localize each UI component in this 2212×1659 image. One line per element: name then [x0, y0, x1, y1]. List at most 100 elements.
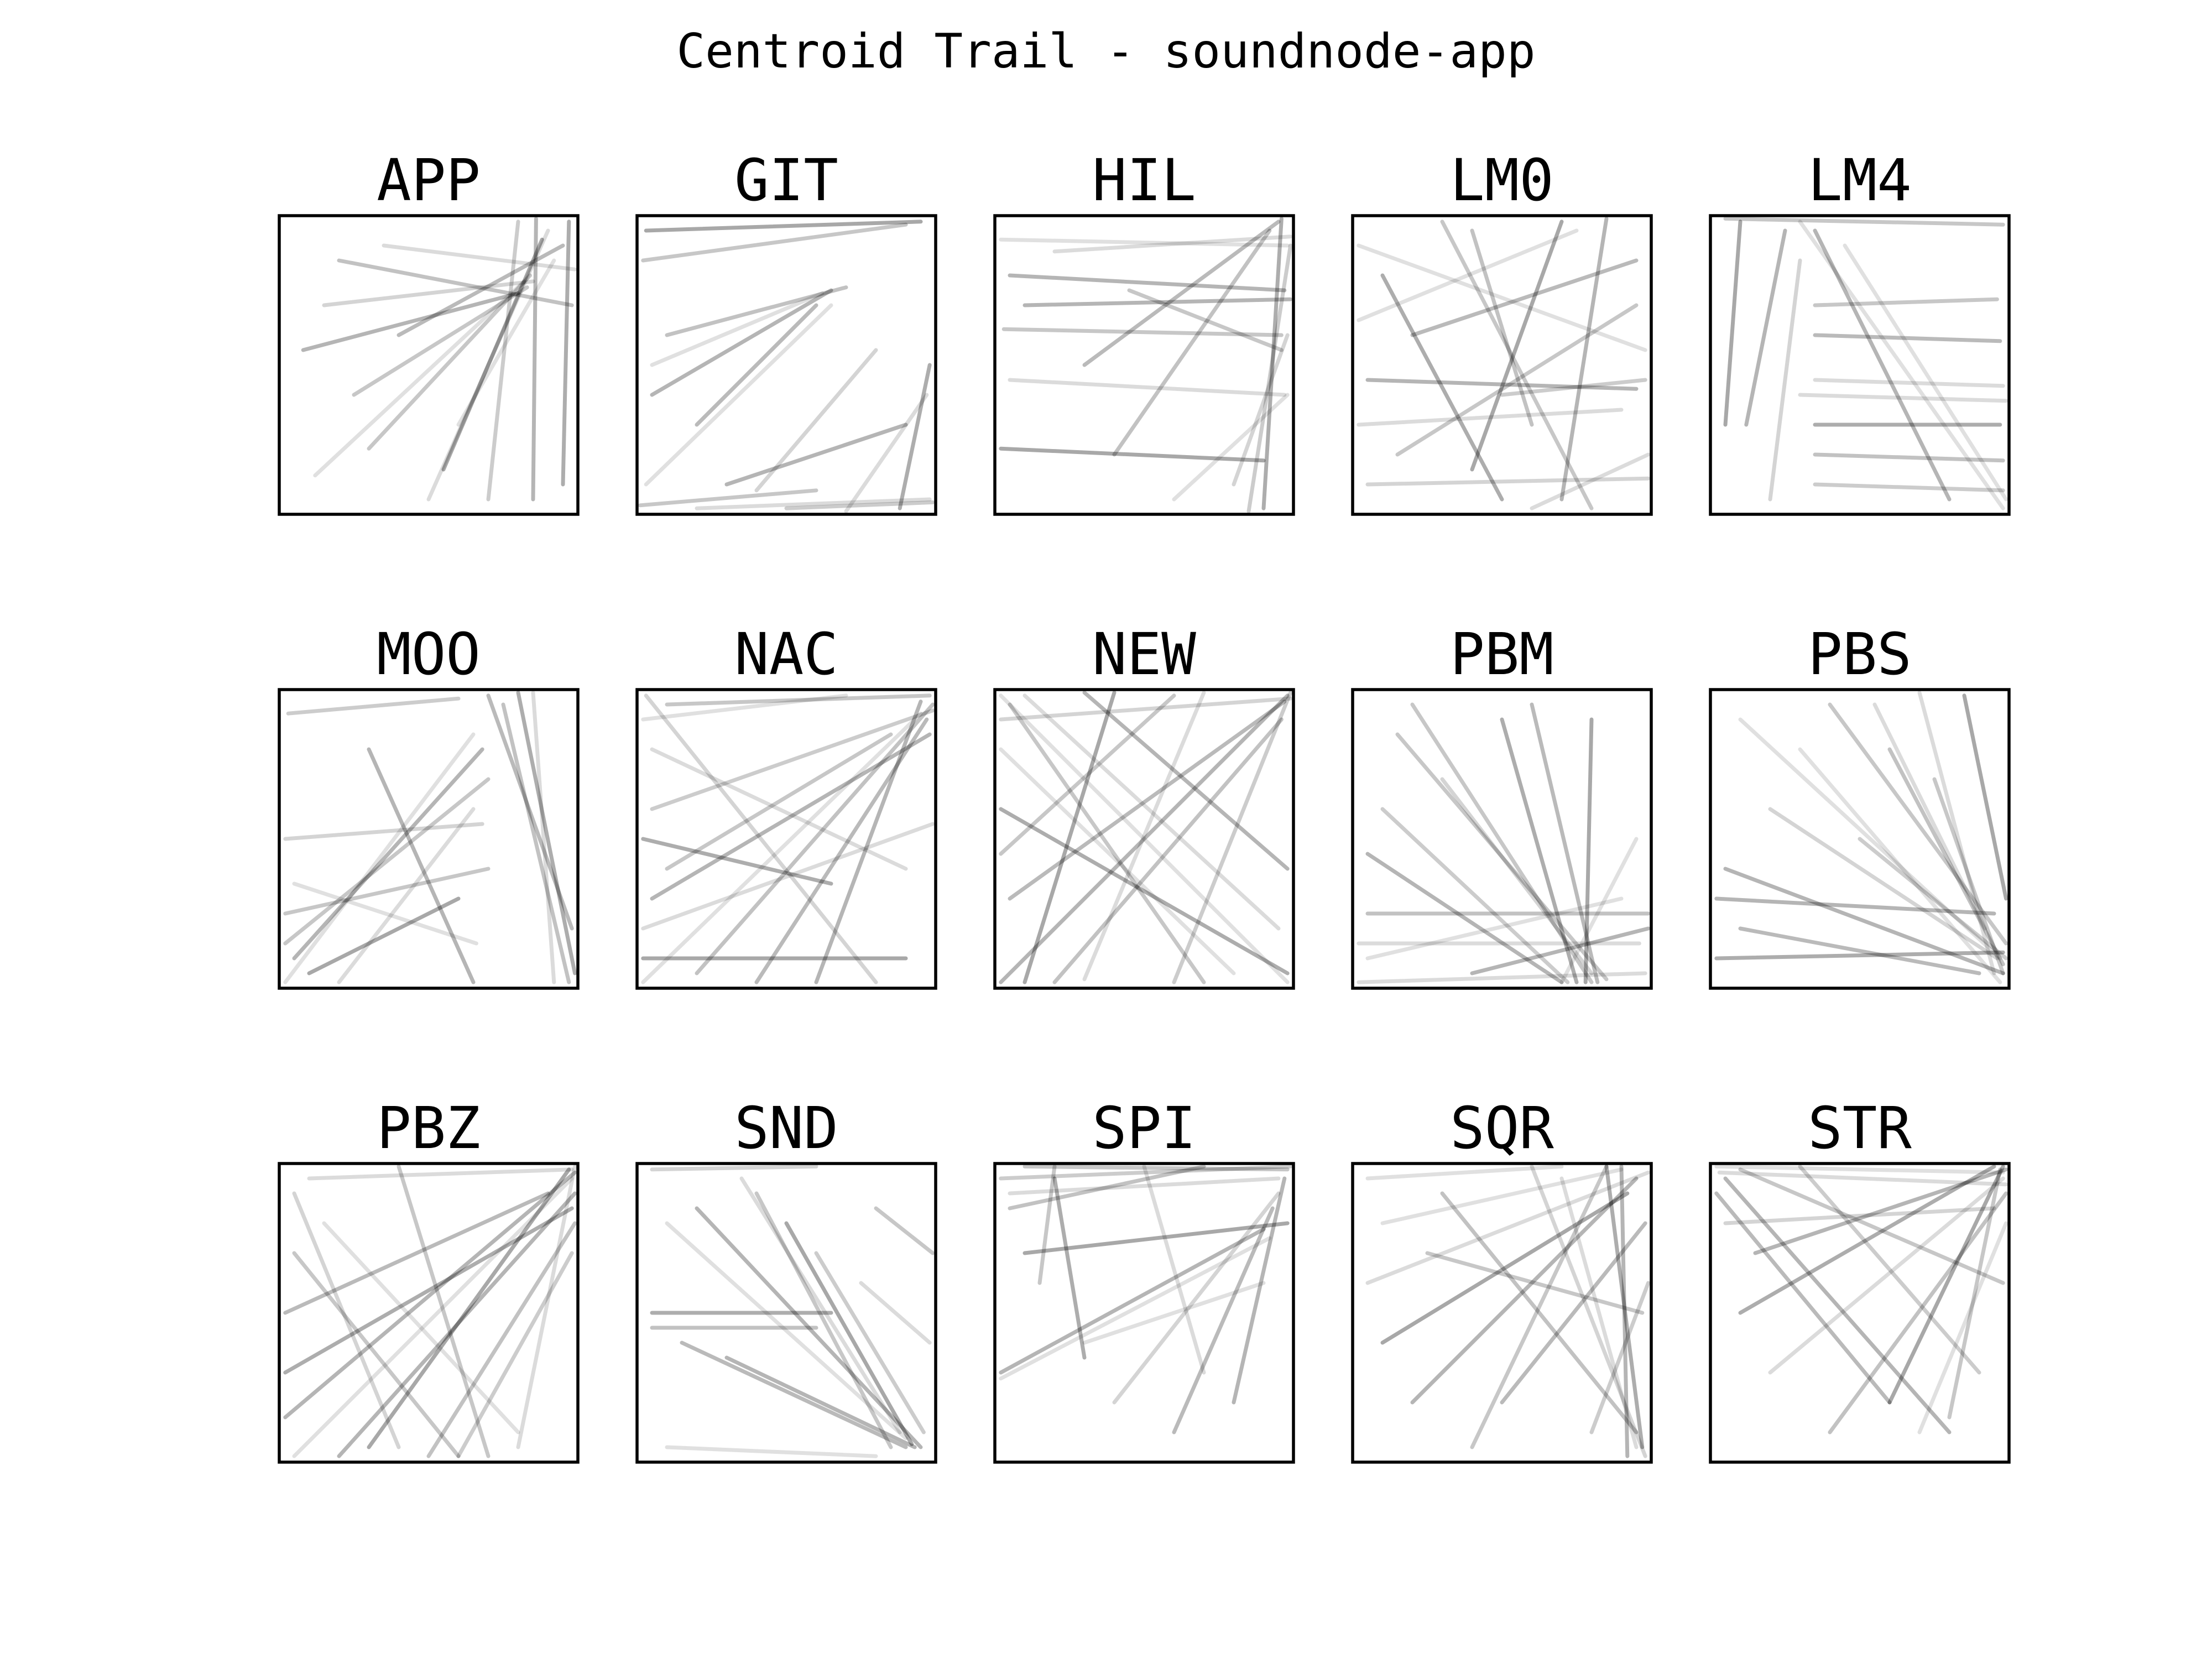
trail-line — [641, 711, 923, 984]
trail-line — [1395, 732, 1609, 982]
trail-line — [1008, 273, 1287, 293]
panel-git: GIT — [635, 147, 937, 516]
trail-line — [1172, 1206, 1275, 1434]
trail-line — [486, 693, 574, 931]
trail-line — [1738, 926, 1981, 975]
trail-line — [1380, 1167, 1624, 1225]
trail-line — [1112, 1191, 1281, 1405]
trail-line — [1559, 216, 1609, 502]
trail-line — [1022, 690, 1117, 984]
trail-line — [1052, 234, 1293, 254]
trail-line — [1410, 258, 1639, 337]
trail-line — [283, 1170, 577, 1420]
trail-line — [1723, 1206, 1996, 1225]
trail-line — [874, 1206, 935, 1255]
trail-line — [1142, 1164, 1206, 1375]
trail-lines-nac — [641, 693, 935, 984]
trail-line — [1008, 1164, 1206, 1211]
trail-line — [650, 732, 932, 901]
trail-line — [352, 285, 529, 397]
trail-line — [1261, 216, 1284, 510]
trail-line — [641, 693, 848, 722]
trail-line — [1559, 837, 1639, 984]
panel-title-nac: NAC — [734, 620, 838, 688]
trail-line — [501, 702, 571, 984]
trail-line — [1380, 1191, 1630, 1345]
trail-line — [1813, 452, 2005, 463]
trail-line — [898, 363, 932, 510]
trail-line — [1172, 690, 1293, 984]
trail-line — [1798, 1164, 1981, 1375]
trail-line — [999, 1164, 1293, 1181]
trail-line — [1008, 378, 1287, 397]
panel-pbz: PBZ — [278, 1094, 580, 1464]
trail-line — [1714, 1164, 2005, 1175]
trail-line — [283, 732, 476, 984]
trail-line — [1828, 702, 2008, 946]
trail-line — [1470, 220, 1564, 472]
trail-line — [1813, 333, 2002, 343]
trail-lines-spi — [999, 1164, 1293, 1434]
trail-line — [1858, 837, 2008, 961]
trail-line — [1082, 1281, 1266, 1345]
panel-title-pbm: PBM — [1450, 620, 1554, 688]
trail-line — [695, 702, 935, 975]
trail-line — [1738, 1164, 1996, 1315]
trail-line — [1082, 690, 1206, 982]
trail-line — [724, 422, 908, 487]
trail-line — [1714, 950, 2005, 961]
trail-line — [283, 867, 491, 916]
trail-line — [1744, 228, 1787, 427]
panel-lm4: LM4 — [1709, 147, 2011, 516]
trail-line — [1768, 1176, 2005, 1375]
trail-line — [531, 690, 556, 984]
trail-line — [337, 1191, 577, 1458]
trail-lines-pbs — [1714, 690, 2008, 984]
panel-frame-hil — [993, 214, 1295, 516]
trail-line — [1357, 971, 1647, 984]
trail-line — [644, 303, 833, 487]
trail-line — [641, 222, 908, 263]
panel-nac: NAC — [635, 620, 937, 990]
panel-title-spi: SPI — [1092, 1094, 1196, 1162]
panel-sqr: SQR — [1351, 1094, 1653, 1464]
trail-line — [1082, 690, 1290, 871]
trail-line — [641, 837, 833, 886]
trail-line — [1962, 693, 2008, 901]
trail-line — [292, 1251, 461, 1458]
trail-line — [695, 303, 818, 427]
trail-line — [641, 822, 935, 931]
trail-line — [1887, 747, 2005, 967]
trail-line — [650, 747, 908, 871]
trail-line — [1500, 378, 1647, 397]
trail-line — [1470, 926, 1651, 975]
trail-line — [650, 291, 825, 367]
trail-line — [1714, 896, 1996, 916]
trail-line — [1440, 777, 1594, 975]
trail-line — [322, 279, 535, 307]
panel-title-lm0: LM0 — [1450, 147, 1554, 214]
trail-line — [1872, 702, 1987, 931]
trail-line — [397, 1164, 491, 1458]
trail-line — [1365, 896, 1624, 961]
trail-line — [1022, 297, 1293, 307]
trail-line — [665, 1445, 878, 1458]
trail-line — [724, 1355, 917, 1449]
trail-line — [283, 777, 491, 946]
trail-line — [999, 1236, 1272, 1381]
trail-line — [1357, 243, 1647, 352]
trail-line — [1022, 693, 1281, 931]
trail-line — [1828, 1191, 2008, 1434]
trail-line — [844, 393, 929, 514]
trail-line — [1813, 378, 2005, 388]
trail-line — [1425, 1251, 1645, 1315]
trail-line — [426, 1221, 577, 1458]
trail-lines-git — [638, 220, 935, 514]
trail-line — [680, 1340, 908, 1449]
trail-line — [999, 807, 1290, 975]
trail-line — [695, 1206, 923, 1449]
trail-line — [1022, 1221, 1290, 1255]
panel-frame-spi — [993, 1162, 1295, 1464]
trail-line — [1530, 452, 1651, 510]
